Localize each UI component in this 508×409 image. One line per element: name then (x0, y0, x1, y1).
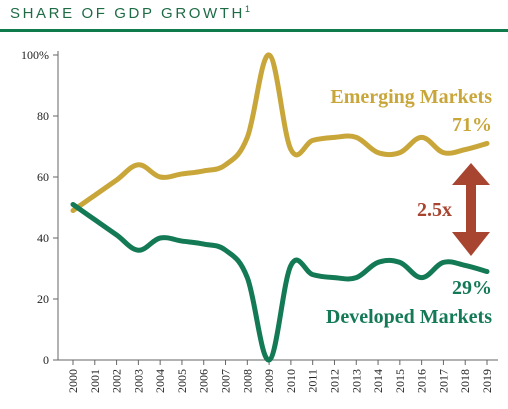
x-tick-label: 2015 (393, 369, 407, 393)
gap-arrow (452, 163, 490, 256)
developed-markets-label: Developed Markets (326, 306, 492, 328)
y-tick-label: 0 (43, 353, 49, 367)
y-tick-label: 80 (37, 109, 49, 123)
title-block: SHARE OF GDP GROWTH1 (10, 4, 250, 23)
x-tick-label: 2017 (436, 369, 450, 393)
x-tick-label: 2007 (219, 369, 233, 393)
title-text: SHARE OF GDP GROWTH (10, 5, 245, 22)
x-tick-label: 2009 (262, 369, 276, 393)
x-tick-label: 2010 (284, 369, 298, 393)
y-tick-label: 100% (21, 48, 49, 62)
x-tick-labels: 2000 2001 2002 2003 2004 2005 2006 2007 2008 2009… (66, 369, 494, 393)
chart-axes (53, 51, 498, 365)
x-tick-label: 2003 (131, 369, 145, 393)
y-tick-label: 60 (37, 170, 49, 184)
x-tick-label: 2001 (88, 369, 102, 393)
chart-series (70, 52, 490, 363)
y-tick-label: 40 (37, 231, 49, 245)
footnote-marker: 1 (244, 4, 250, 14)
x-tick-label: 2012 (327, 369, 341, 393)
x-tick-label: 2018 (458, 369, 472, 393)
x-tick-label: 2011 (306, 369, 320, 393)
y-tick-label: 20 (37, 292, 49, 306)
x-tick-label: 2013 (349, 369, 363, 393)
x-tick-label: 2006 (197, 369, 211, 393)
gap-arrow-shape (452, 163, 490, 256)
x-tick-label: 2004 (153, 369, 167, 393)
x-tick-label: 2016 (415, 369, 429, 393)
x-tick-label: 2005 (175, 369, 189, 393)
page-title: SHARE OF GDP GROWTH1 (10, 4, 250, 22)
emerging-markets-value: 71% (452, 114, 492, 136)
y-tick-labels: 0 20 40 60 80 100% (21, 48, 49, 367)
emerging-markets-label: Emerging Markets (330, 86, 492, 108)
x-tick-label: 2000 (66, 369, 80, 393)
emerging-markets-line (70, 52, 490, 214)
title-rule (0, 29, 508, 32)
x-tick-label: 2014 (371, 369, 385, 393)
developed-markets-value: 29% (452, 277, 492, 299)
x-tick-label: 2008 (240, 369, 254, 393)
gap-ratio-label: 2.5x (417, 199, 452, 221)
x-tick-label: 2019 (480, 369, 494, 393)
x-tick-label: 2002 (110, 369, 124, 393)
developed-markets-line (70, 201, 490, 363)
